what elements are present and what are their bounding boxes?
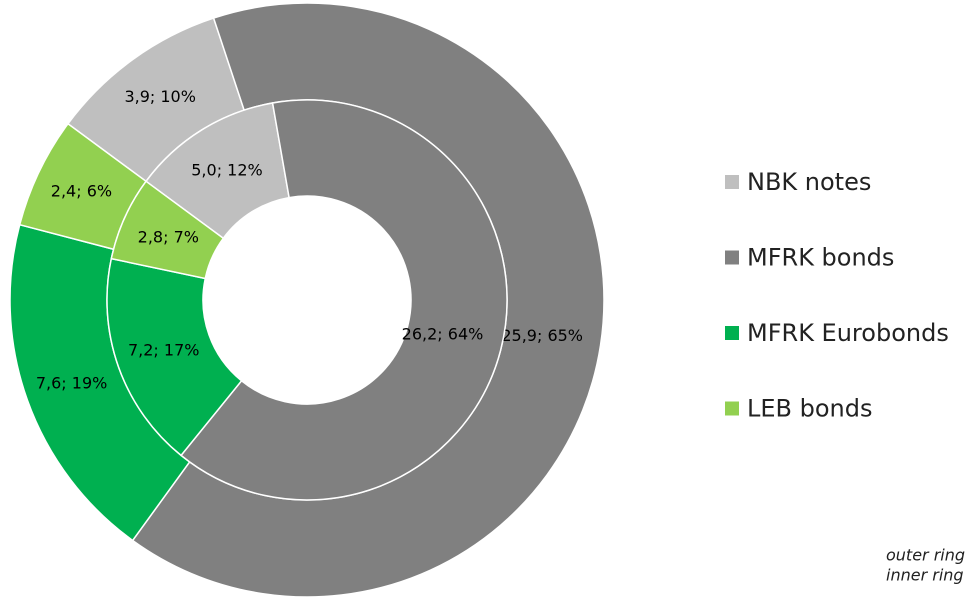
pie-slice	[180, 99, 508, 501]
legend-swatch	[725, 326, 739, 340]
legend-swatch	[725, 401, 739, 416]
data-label: 2,8; 7%	[138, 227, 199, 246]
legend-label: NBK notes	[747, 168, 871, 196]
data-label: 25,9; 65%	[501, 326, 583, 345]
data-label: 7,6; 19%	[36, 374, 107, 393]
legend-label: MFRK Eurobonds	[747, 319, 949, 347]
annotation: inner ring	[886, 566, 964, 585]
annotation: outer ring	[886, 546, 965, 565]
data-label: 5,0; 12%	[191, 160, 262, 179]
legend-label: LEB bonds	[747, 395, 873, 423]
data-label: 3,9; 10%	[124, 87, 195, 106]
data-label: 7,2; 17%	[128, 340, 199, 359]
pie-slice	[106, 257, 243, 457]
data-label: 2,4; 6%	[51, 182, 112, 201]
legend-swatch	[725, 175, 739, 189]
data-label: 26,2; 64%	[402, 325, 484, 344]
pie-slice	[110, 180, 225, 280]
legend-swatch	[725, 250, 739, 265]
legend-label: MFRK bonds	[747, 244, 894, 272]
